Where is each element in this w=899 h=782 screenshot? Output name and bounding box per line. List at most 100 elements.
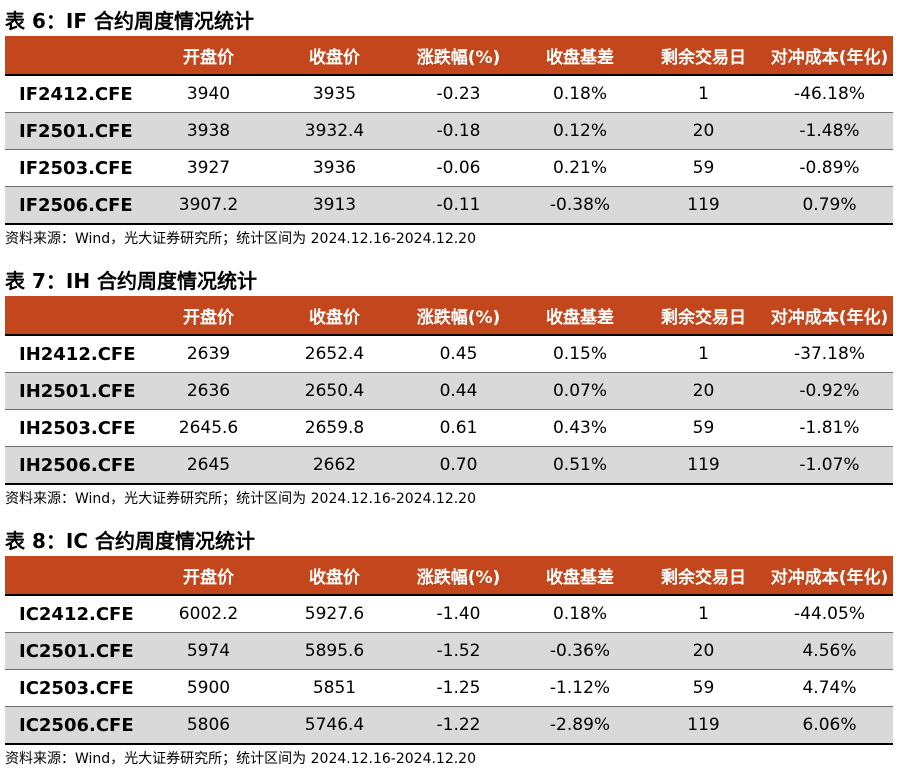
- table-cell: -37.18%: [766, 334, 893, 373]
- table-cell: 0.45: [398, 334, 519, 373]
- table-row: IC2506.CFE 5806 5746.4 -1.22 -2.89% 119 6.06%: [5, 706, 893, 745]
- table-cell: 0.15%: [519, 334, 641, 373]
- column-header: [5, 296, 146, 335]
- contract-table: 开盘价 收盘价 涨跌幅(%) 收盘基差 剩余交易日 对冲成本(年化) IC2412.CFE 6…: [5, 556, 893, 745]
- column-header: 涨跌幅(%): [398, 556, 519, 595]
- table-cell: -0.18: [398, 112, 519, 150]
- column-header: 收盘价: [271, 36, 398, 75]
- table-cell: 5851: [271, 669, 398, 707]
- table-cell: 2652.4: [271, 334, 398, 373]
- column-header: [5, 36, 146, 75]
- table-cell: 6.06%: [766, 706, 893, 745]
- column-header: 收盘价: [271, 296, 398, 335]
- table-cell: 59: [641, 149, 766, 187]
- table-cell: -0.92%: [766, 372, 893, 410]
- contract-table: 开盘价 收盘价 涨跌幅(%) 收盘基差 剩余交易日 对冲成本(年化) IH2412.CFE 2…: [5, 296, 893, 485]
- contract-code: IF2506.CFE: [5, 186, 146, 225]
- contract-code: IC2503.CFE: [5, 669, 146, 707]
- table-cell: 1: [641, 594, 766, 633]
- table-cell: 119: [641, 446, 766, 485]
- contract-code: IH2503.CFE: [5, 409, 146, 447]
- contract-code: IC2412.CFE: [5, 594, 146, 633]
- table-cell: 20: [641, 632, 766, 670]
- header-row: 开盘价 收盘价 涨跌幅(%) 收盘基差 剩余交易日 对冲成本(年化): [5, 556, 893, 595]
- table-cell: 3913: [271, 186, 398, 225]
- table-cell: 0.61: [398, 409, 519, 447]
- table-row: IC2412.CFE 6002.2 5927.6 -1.40 0.18% 1 -44.05%: [5, 594, 893, 633]
- column-header: 收盘基差: [519, 296, 641, 335]
- table-cell: -1.07%: [766, 446, 893, 485]
- table-cell: -0.89%: [766, 149, 893, 187]
- contract-code: IF2501.CFE: [5, 112, 146, 150]
- table-row: IF2501.CFE 3938 3932.4 -0.18 0.12% 20 -1.48%: [5, 112, 893, 150]
- table-cell: -1.52: [398, 632, 519, 670]
- table-cell: -0.11: [398, 186, 519, 225]
- table-row: IH2412.CFE 2639 2652.4 0.45 0.15% 1 -37.18%: [5, 334, 893, 373]
- table-cell: 0.21%: [519, 149, 641, 187]
- contract-code: IF2503.CFE: [5, 149, 146, 187]
- contract-table: 开盘价 收盘价 涨跌幅(%) 收盘基差 剩余交易日 对冲成本(年化) IF2412.CFE 3…: [5, 36, 893, 225]
- table-cell: -1.81%: [766, 409, 893, 447]
- header-row: 开盘价 收盘价 涨跌幅(%) 收盘基差 剩余交易日 对冲成本(年化): [5, 36, 893, 75]
- table-title: 表 6：IF 合约周度情况统计: [5, 9, 254, 33]
- table-cell: -1.22: [398, 706, 519, 745]
- table-cell: 5806: [146, 706, 271, 745]
- table-row: IH2506.CFE 2645 2662 0.70 0.51% 119 -1.07%: [5, 446, 893, 485]
- header-row: 开盘价 收盘价 涨跌幅(%) 收盘基差 剩余交易日 对冲成本(年化): [5, 296, 893, 335]
- table-cell: 2662: [271, 446, 398, 485]
- table-cell: 1: [641, 74, 766, 113]
- table-cell: 2645: [146, 446, 271, 485]
- table-cell: -0.06: [398, 149, 519, 187]
- table-cell: 2650.4: [271, 372, 398, 410]
- table-cell: 4.56%: [766, 632, 893, 670]
- source-note: 资料来源：Wind，光大证券研究所；统计区间为 2024.12.16-2024.…: [5, 231, 477, 247]
- table-cell: 59: [641, 669, 766, 707]
- column-header: 开盘价: [146, 556, 271, 595]
- table-cell: 0.43%: [519, 409, 641, 447]
- column-header: 剩余交易日: [641, 296, 766, 335]
- table-cell: 6002.2: [146, 594, 271, 633]
- table-cell: 0.18%: [519, 74, 641, 113]
- column-header: 开盘价: [146, 36, 271, 75]
- table-row: IF2412.CFE 3940 3935 -0.23 0.18% 1 -46.18%: [5, 74, 893, 113]
- table-cell: -1.48%: [766, 112, 893, 150]
- table-cell: 5927.6: [271, 594, 398, 633]
- source-note: 资料来源：Wind，光大证券研究所；统计区间为 2024.12.16-2024.…: [5, 751, 477, 767]
- table-cell: 3938: [146, 112, 271, 150]
- table-cell: 3940: [146, 74, 271, 113]
- table-cell: -44.05%: [766, 594, 893, 633]
- table-cell: -0.36%: [519, 632, 641, 670]
- column-header: 收盘基差: [519, 36, 641, 75]
- table-cell: 20: [641, 372, 766, 410]
- table-cell: 5746.4: [271, 706, 398, 745]
- table-cell: 1: [641, 334, 766, 373]
- column-header: 对冲成本(年化): [766, 36, 893, 75]
- table-cell: 2636: [146, 372, 271, 410]
- table-cell: 2639: [146, 334, 271, 373]
- table-row: IF2503.CFE 3927 3936 -0.06 0.21% 59 -0.89%: [5, 149, 893, 187]
- contract-code: IH2506.CFE: [5, 446, 146, 485]
- table-cell: -1.25: [398, 669, 519, 707]
- contract-code: IC2501.CFE: [5, 632, 146, 670]
- column-header: 剩余交易日: [641, 36, 766, 75]
- table-cell: 0.18%: [519, 594, 641, 633]
- table-cell: -1.12%: [519, 669, 641, 707]
- table-cell: 3927: [146, 149, 271, 187]
- table-cell: 5974: [146, 632, 271, 670]
- table-cell: -0.38%: [519, 186, 641, 225]
- column-header: 涨跌幅(%): [398, 296, 519, 335]
- column-header: 收盘基差: [519, 556, 641, 595]
- column-header: 收盘价: [271, 556, 398, 595]
- table-cell: 59: [641, 409, 766, 447]
- column-header: 对冲成本(年化): [766, 296, 893, 335]
- table-cell: -46.18%: [766, 74, 893, 113]
- table-cell: -1.40: [398, 594, 519, 633]
- table-cell: 2659.8: [271, 409, 398, 447]
- table-cell: 0.44: [398, 372, 519, 410]
- column-header: 对冲成本(年化): [766, 556, 893, 595]
- contract-code: IH2501.CFE: [5, 372, 146, 410]
- contract-code: IC2506.CFE: [5, 706, 146, 745]
- contract-code: IF2412.CFE: [5, 74, 146, 113]
- table-cell: 5900: [146, 669, 271, 707]
- table-cell: 20: [641, 112, 766, 150]
